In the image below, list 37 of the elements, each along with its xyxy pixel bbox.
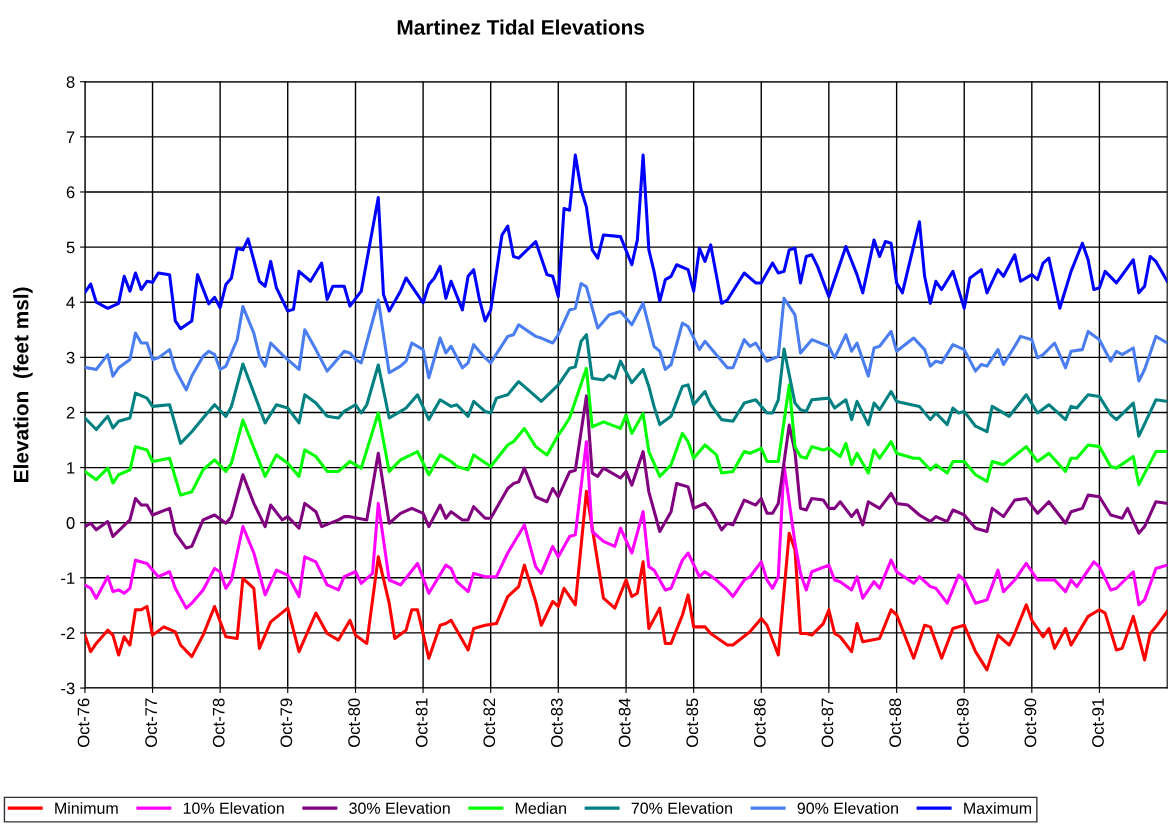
x-tick-label: Oct-84 — [618, 698, 631, 747]
y-tick-label: -2 — [61, 627, 75, 639]
y-tick-label: 1 — [67, 462, 75, 474]
x-tick-label: Oct-77 — [145, 698, 158, 747]
x-tick-label: Oct-91 — [1092, 698, 1104, 747]
y-tick-label: 6 — [66, 186, 75, 199]
x-tick-label: Oct-89 — [956, 698, 969, 747]
x-tick-label: Oct-82 — [483, 698, 496, 747]
y-tick-label: 7 — [66, 131, 75, 143]
x-tick-label: Oct-79 — [280, 698, 293, 747]
x-tick-label: Oct-78 — [212, 698, 225, 747]
y-tick-label: -3 — [61, 682, 75, 695]
legend-label: Maximum — [964, 802, 1032, 814]
x-tick-label: Oct-87 — [821, 698, 834, 747]
y-tick-label: 3 — [66, 351, 75, 364]
y-tick-label: 2 — [66, 406, 75, 419]
legend-label: Minimum — [55, 802, 118, 814]
legend-label: 30% Elevation — [349, 802, 450, 814]
y-axis-title: Elevation (feet msl) — [13, 287, 33, 482]
y-tick-label: 8 — [66, 76, 75, 88]
legend-label: 90% Elevation — [797, 802, 898, 814]
legend-label: 10% Elevation — [183, 802, 284, 814]
y-tick-label: 4 — [66, 296, 75, 309]
x-tick-label: Oct-81 — [415, 698, 428, 747]
chart-title: Martinez Tidal Elevations — [397, 19, 645, 35]
x-tick-label: Oct-85 — [686, 698, 699, 747]
y-tick-label: -1 — [61, 572, 75, 584]
y-tick-label: 0 — [66, 517, 75, 529]
legend-label: 70% Elevation — [631, 802, 732, 814]
x-tick-label: Oct-88 — [889, 698, 902, 747]
x-tick-label: Oct-80 — [348, 698, 360, 747]
x-tick-label: Oct-76 — [77, 698, 90, 747]
y-tick-label: 5 — [66, 241, 75, 254]
x-tick-label: Oct-83 — [550, 698, 563, 747]
x-tick-label: Oct-90 — [1024, 698, 1037, 747]
x-tick-label: Oct-86 — [753, 698, 766, 747]
legend-label: Median — [515, 802, 566, 814]
